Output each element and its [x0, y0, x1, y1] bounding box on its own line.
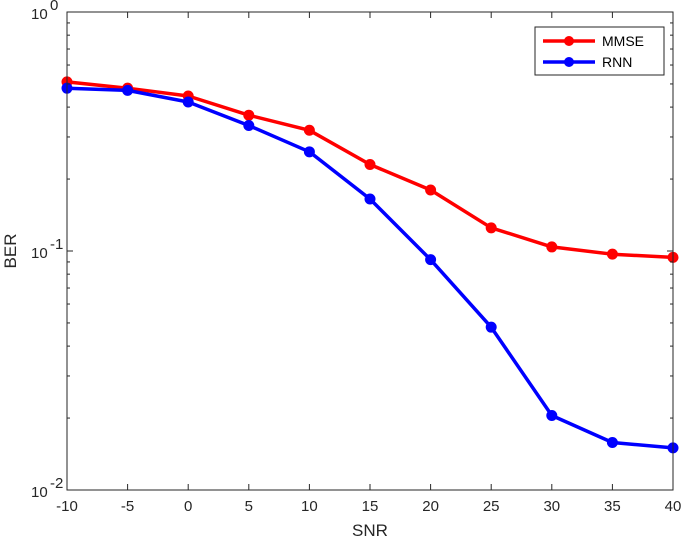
- data-point-mmse: [364, 159, 376, 171]
- data-point-rnn: [485, 321, 497, 333]
- x-tick-label: 0: [184, 498, 192, 515]
- data-point-mmse: [243, 109, 255, 121]
- legend-label-rnn: RNN: [602, 54, 632, 70]
- data-point-rnn: [122, 84, 134, 96]
- data-point-rnn: [364, 193, 376, 205]
- x-tick-label: 5: [245, 498, 253, 515]
- x-tick-label: 25: [483, 498, 500, 515]
- legend-box: [534, 26, 665, 76]
- data-point-rnn: [425, 254, 437, 266]
- data-point-rnn: [546, 409, 558, 421]
- legend-label-mmse: MMSE: [602, 33, 644, 49]
- legend-marker-rnn: [564, 57, 574, 67]
- data-point-rnn: [303, 146, 315, 158]
- x-axis-label: SNR: [352, 521, 388, 540]
- data-point-mmse: [485, 222, 497, 234]
- y-tick-base: 10: [31, 6, 48, 23]
- y-tick-exponent: 0: [50, 0, 58, 14]
- data-point-mmse: [303, 124, 315, 136]
- data-point-rnn: [182, 96, 194, 108]
- x-tick-label: 10: [301, 498, 318, 515]
- y-tick-label: 10-2: [31, 475, 63, 501]
- x-tick-label: 35: [604, 498, 621, 515]
- data-point-mmse: [546, 241, 558, 253]
- x-tick-label: 20: [422, 498, 439, 515]
- y-axis-label: BER: [1, 234, 20, 269]
- x-tick-label: 15: [362, 498, 379, 515]
- x-tick-label: 40: [665, 498, 682, 515]
- legend-marker-mmse: [564, 36, 574, 46]
- data-point-mmse: [425, 184, 437, 196]
- x-tick-label: 30: [543, 498, 560, 515]
- data-point-rnn: [606, 437, 618, 449]
- y-tick-label: 10-1: [31, 236, 63, 262]
- y-tick-base: 10: [31, 245, 48, 262]
- data-point-mmse: [606, 248, 618, 260]
- y-tick-exponent: -2: [50, 475, 63, 492]
- y-tick-base: 10: [31, 484, 48, 501]
- x-tick-label: -5: [121, 498, 134, 515]
- data-point-rnn: [243, 120, 255, 132]
- plot-frame: [66, 11, 674, 491]
- legend: MMSE RNN: [534, 26, 665, 76]
- y-tick-exponent: -1: [50, 236, 63, 253]
- x-tick-label: -10: [56, 498, 78, 515]
- y-tick-label: 100: [31, 0, 58, 23]
